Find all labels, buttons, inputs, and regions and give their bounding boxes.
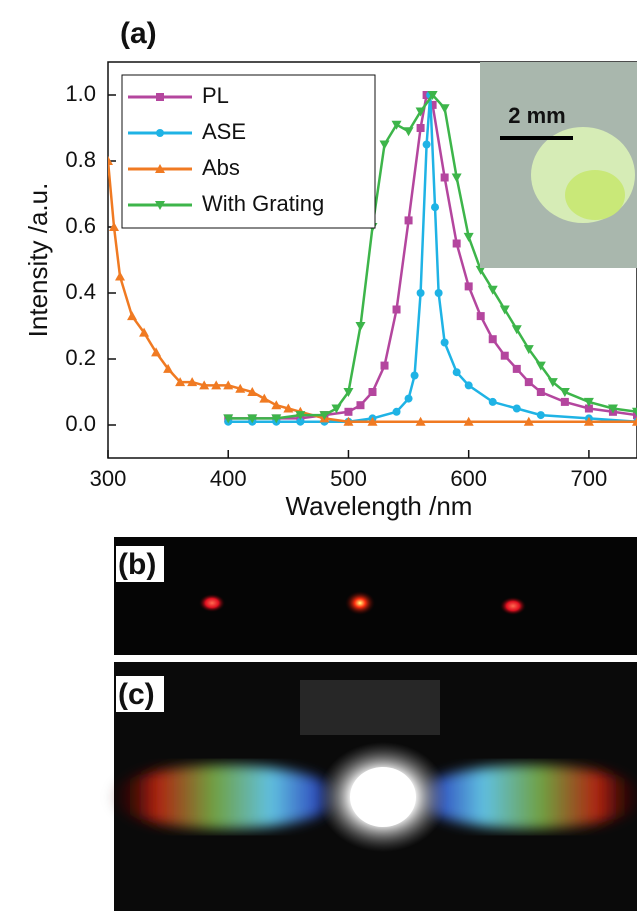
marker xyxy=(127,311,137,320)
marker xyxy=(431,203,439,211)
marker xyxy=(489,335,497,343)
marker xyxy=(501,352,509,360)
marker xyxy=(465,282,473,290)
figure: 300 400 500 600 700 0.0 0.2 0.4 0.6 0.8 1.0 Wavelen… xyxy=(0,0,637,911)
marker xyxy=(417,124,425,132)
marker xyxy=(369,388,377,396)
marker xyxy=(452,174,462,183)
marker xyxy=(453,240,461,248)
marker xyxy=(453,368,461,376)
scale-label: 2 mm xyxy=(508,103,565,128)
marker xyxy=(393,306,401,314)
x-tick-label: 400 xyxy=(210,466,247,491)
marker xyxy=(537,411,545,419)
marker xyxy=(411,372,419,380)
marker xyxy=(435,289,443,297)
marker xyxy=(405,216,413,224)
y-tick-label: 0.2 xyxy=(65,345,96,370)
x-tick-label: 600 xyxy=(450,466,487,491)
marker xyxy=(440,104,450,113)
y-tick-label: 0.6 xyxy=(65,213,96,238)
marker xyxy=(393,408,401,416)
marker xyxy=(417,289,425,297)
y-tick-label: 0.4 xyxy=(65,279,96,304)
marker xyxy=(464,233,474,242)
y-tick-label: 0.0 xyxy=(65,411,96,436)
marker xyxy=(525,378,533,386)
panel-label: (b) xyxy=(118,548,156,581)
marker xyxy=(404,127,414,136)
legend-label: PL xyxy=(202,83,229,108)
y-axis-label: Intensity /a.u. xyxy=(23,183,53,338)
marker xyxy=(465,381,473,389)
legend-label: Abs xyxy=(202,155,240,180)
marker xyxy=(381,362,389,370)
x-tick-label: 300 xyxy=(90,466,127,491)
x-tick-label: 700 xyxy=(571,466,608,491)
marker xyxy=(405,395,413,403)
marker xyxy=(561,398,569,406)
marker xyxy=(356,401,364,409)
marker xyxy=(423,141,431,149)
x-tick-label: 500 xyxy=(330,466,367,491)
legend-label: With Grating xyxy=(202,191,324,216)
marker xyxy=(344,408,352,416)
marker xyxy=(156,93,164,101)
marker xyxy=(513,365,521,373)
marker xyxy=(489,398,497,406)
panel-label: (c) xyxy=(118,678,155,711)
x-axis-label: Wavelength /nm xyxy=(286,491,473,521)
marker xyxy=(513,405,521,413)
marker xyxy=(380,141,390,150)
legend-label: ASE xyxy=(202,119,246,144)
marker xyxy=(537,388,545,396)
photo-c xyxy=(110,662,637,911)
panel-label: (a) xyxy=(120,17,157,50)
marker xyxy=(441,339,449,347)
y-tick-label: 0.8 xyxy=(65,147,96,172)
marker xyxy=(355,322,365,331)
marker xyxy=(477,312,485,320)
photo-b xyxy=(114,537,637,655)
inset-photo: 2 mm xyxy=(480,62,637,268)
y-tick-label: 1.0 xyxy=(65,81,96,106)
marker xyxy=(156,129,164,137)
marker xyxy=(115,272,125,281)
marker xyxy=(441,174,449,182)
